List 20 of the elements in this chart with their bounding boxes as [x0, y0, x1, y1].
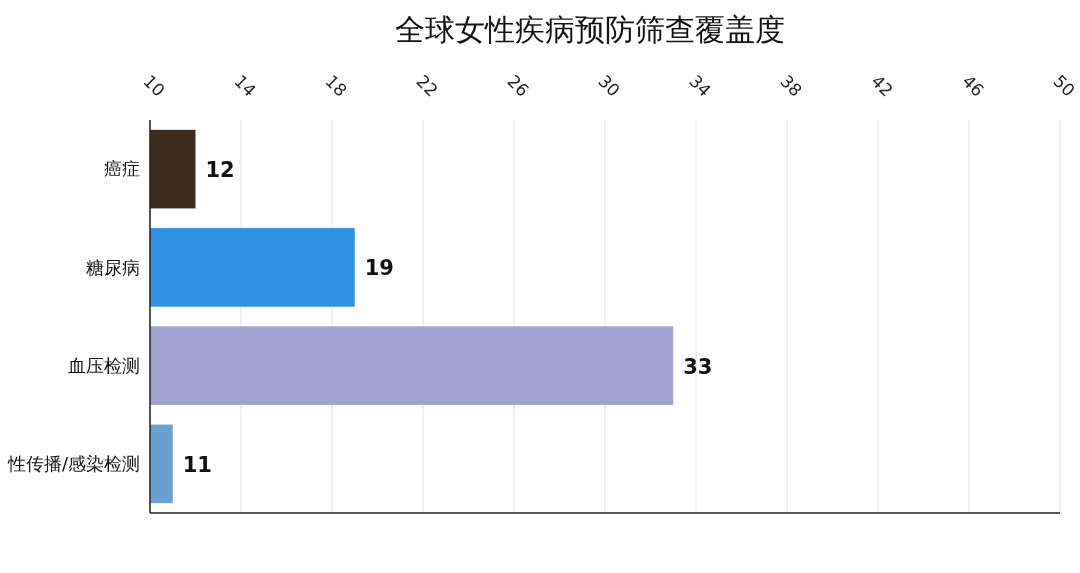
y-tick-label: 性传播/感染检测 [6, 453, 140, 475]
data-label: 33 [683, 354, 713, 379]
x-tick-label: 42 [867, 71, 897, 101]
y-tick-label: 癌症 [104, 158, 140, 180]
x-tick-label: 26 [503, 71, 533, 101]
x-tick-label: 22 [412, 71, 442, 101]
x-tick-label: 10 [139, 71, 169, 101]
x-tick-label: 46 [958, 71, 988, 101]
x-tick-label: 14 [230, 71, 260, 101]
chart-title: 全球女性疾病预防筛查覆盖度 [395, 12, 785, 47]
x-tick-label: 34 [685, 71, 715, 101]
y-tick-label: 血压检测 [68, 354, 140, 376]
data-label: 11 [182, 452, 212, 477]
x-tick-label: 18 [321, 71, 351, 101]
x-tick-label: 38 [776, 71, 806, 101]
y-tick-label: 糖尿病 [86, 256, 140, 278]
x-tick-label: 30 [594, 71, 624, 101]
data-label: 12 [205, 158, 235, 183]
x-tick-label: 50 [1049, 71, 1079, 101]
data-label: 19 [364, 256, 394, 281]
